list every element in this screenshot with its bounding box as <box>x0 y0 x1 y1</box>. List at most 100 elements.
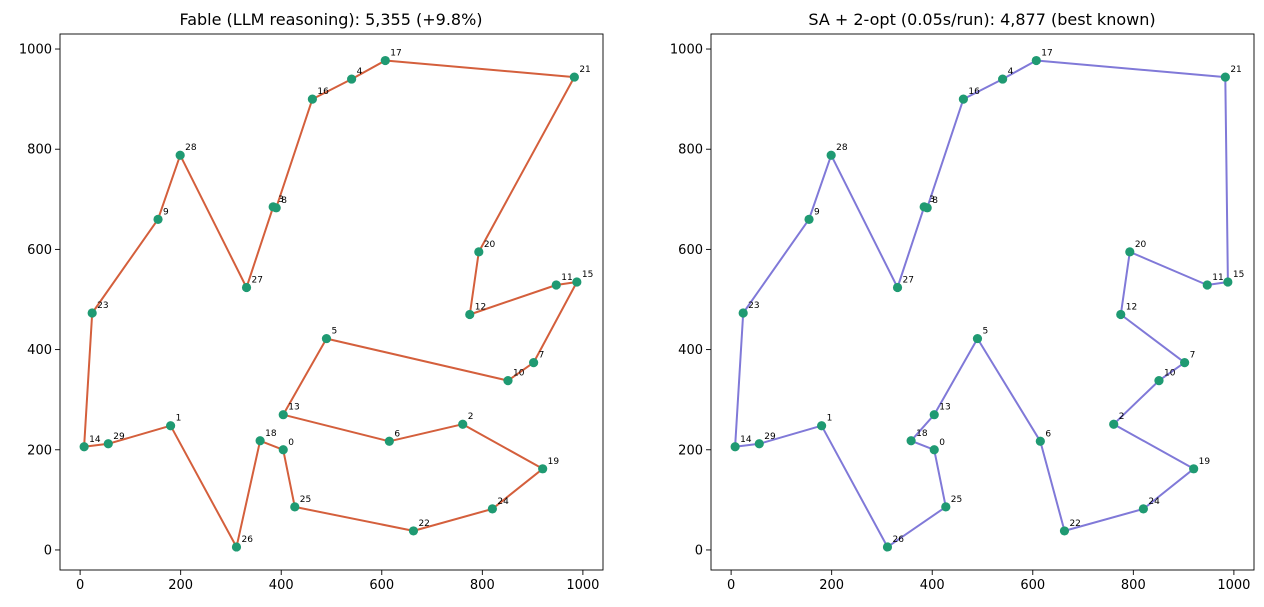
city-point-13 <box>929 410 939 420</box>
city-point-12 <box>465 309 475 320</box>
city-point-4 <box>998 74 1008 84</box>
city-point-21 <box>1220 72 1230 82</box>
city-point-21 <box>569 72 579 82</box>
city-label-9: 9 <box>814 207 820 217</box>
y-tick-label: 1000 <box>670 43 703 58</box>
city-label-16: 16 <box>968 87 980 97</box>
city-label-28: 28 <box>185 143 197 153</box>
city-label-5: 5 <box>982 327 988 337</box>
city-point-4 <box>347 74 357 84</box>
city-label-18: 18 <box>265 429 277 439</box>
city-point-24 <box>487 504 497 514</box>
city-point-19 <box>538 464 548 474</box>
city-label-25: 25 <box>951 495 962 505</box>
city-point-0 <box>929 445 939 455</box>
city-label-26: 26 <box>241 535 253 545</box>
city-label-21: 21 <box>1230 65 1241 75</box>
plot-frame <box>59 33 604 571</box>
x-tick-label: 400 <box>269 578 294 593</box>
city-points <box>730 55 1233 552</box>
city-point-14 <box>730 442 740 452</box>
city-label-10: 10 <box>1164 369 1176 379</box>
city-label-5: 5 <box>331 327 337 337</box>
city-point-25 <box>290 502 300 512</box>
city-point-11 <box>551 280 561 290</box>
city-point-15 <box>1223 277 1233 287</box>
city-point-17 <box>1031 55 1041 66</box>
city-label-25: 25 <box>300 495 311 505</box>
city-label-0: 0 <box>288 438 294 448</box>
x-tick-label: 200 <box>168 578 193 593</box>
city-point-8 <box>922 203 932 213</box>
city-label-2: 2 <box>1119 412 1125 422</box>
city-point-18 <box>255 436 265 446</box>
x-tick-label: 600 <box>1020 578 1045 593</box>
city-label-22: 22 <box>1069 519 1080 529</box>
city-label-20: 20 <box>1135 240 1147 250</box>
plot-frame <box>710 33 1255 571</box>
city-label-1: 1 <box>176 414 182 424</box>
city-label-3: 3 <box>278 195 284 205</box>
city-point-29 <box>103 439 113 449</box>
city-labels: 01 23456789101112131415161718192021222324… <box>89 49 593 545</box>
city-label-2: 2 <box>468 412 474 422</box>
city-point-29 <box>754 439 764 449</box>
city-label-6: 6 <box>1045 429 1051 439</box>
city-label-28: 28 <box>836 143 848 153</box>
city-point-16 <box>307 94 317 104</box>
city-point-9 <box>804 214 814 224</box>
chart-title: SA + 2-opt (0.05s/run): 4,877 (best know… <box>808 10 1155 29</box>
city-point-28 <box>826 150 836 160</box>
city-label-7: 7 <box>1190 351 1196 361</box>
x-tick-label: 0 <box>727 578 735 593</box>
city-labels: 01 23456789101112131415161718192021222324… <box>740 49 1244 545</box>
city-label-4: 4 <box>1008 67 1014 77</box>
city-label-23: 23 <box>97 301 108 311</box>
city-label-19: 19 <box>1199 457 1211 467</box>
city-points <box>79 55 582 552</box>
city-label-6: 6 <box>394 429 400 439</box>
city-label-17: 17 <box>1041 49 1052 59</box>
city-label-27: 27 <box>252 275 263 285</box>
city-label-29: 29 <box>113 432 125 442</box>
city-label-8: 8 <box>932 196 938 206</box>
city-point-26 <box>882 542 893 552</box>
city-label-16: 16 <box>317 87 329 97</box>
y-tick-label: 0 <box>44 543 52 558</box>
x-tick-label: 400 <box>920 578 945 593</box>
city-label-23: 23 <box>748 301 759 311</box>
city-point-16 <box>958 94 968 104</box>
city-label-7: 7 <box>539 351 545 361</box>
city-point-9 <box>153 214 163 224</box>
city-point-22 <box>408 526 419 536</box>
city-label-12: 12 <box>1126 303 1137 313</box>
city-label-4: 4 <box>357 67 363 77</box>
y-tick-label: 200 <box>27 443 52 458</box>
city-label-24: 24 <box>497 497 509 507</box>
city-point-24 <box>1138 504 1148 514</box>
city-label-1: 1 <box>827 414 833 424</box>
y-tick-label: 400 <box>678 343 703 358</box>
chart-panel-llm: Fable (LLM reasoning): 5,355 (+9.8%) 0 20… <box>19 10 604 593</box>
city-label-18: 18 <box>916 429 928 439</box>
city-point-5 <box>321 333 332 344</box>
city-point-26 <box>231 542 242 552</box>
y-tick-label: 600 <box>678 243 703 258</box>
city-label-9: 9 <box>163 207 169 217</box>
city-point-27 <box>892 282 903 293</box>
city-point-10 <box>1154 376 1164 386</box>
city-point-27 <box>241 282 252 293</box>
city-label-15: 15 <box>582 270 593 280</box>
city-label-26: 26 <box>892 535 904 545</box>
city-point-23 <box>87 308 97 318</box>
city-point-2 <box>458 419 468 429</box>
city-point-7 <box>529 358 539 368</box>
city-point-20 <box>474 247 484 257</box>
x-tick-label: 600 <box>369 578 394 593</box>
city-point-11 <box>1202 280 1212 290</box>
city-label-3: 3 <box>929 195 935 205</box>
y-tick-label: 400 <box>27 343 52 358</box>
